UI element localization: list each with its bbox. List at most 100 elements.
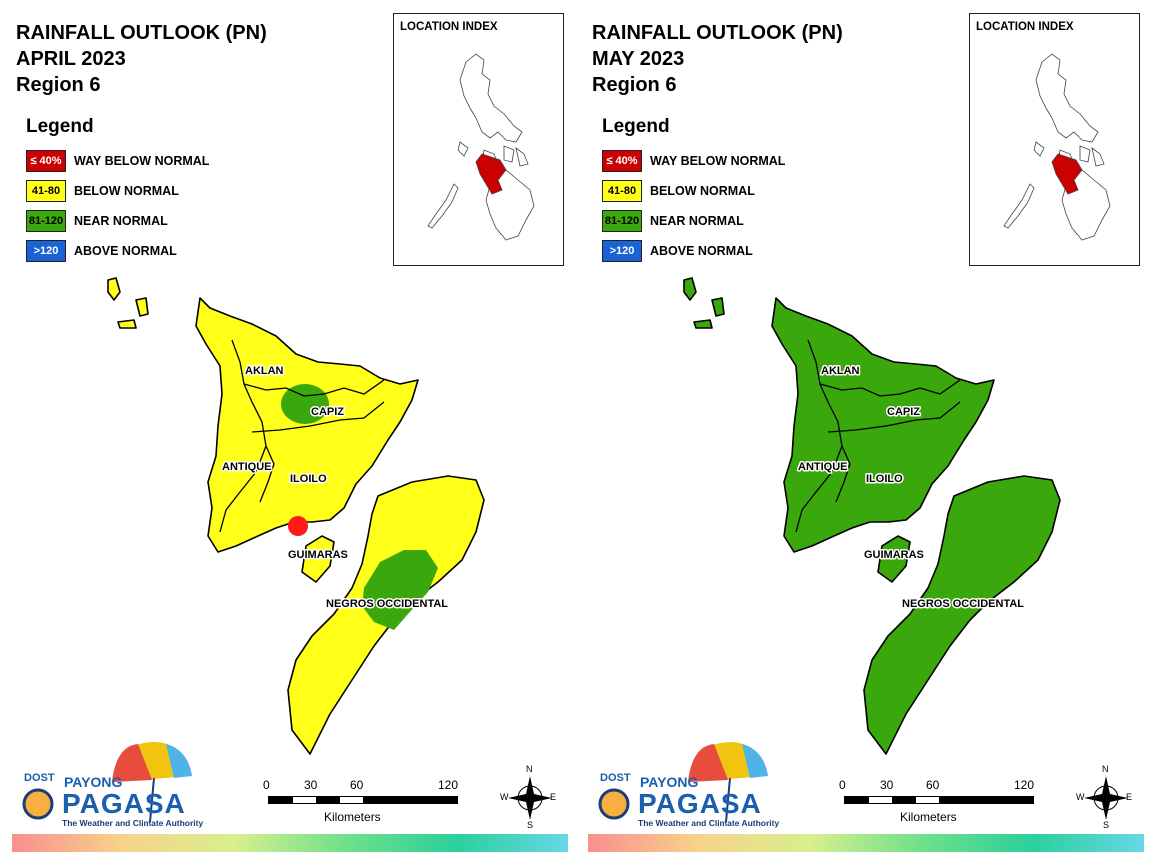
legend-swatch-green: 81-120 (26, 210, 66, 232)
compass-w: W (500, 792, 509, 802)
legend-item-way-below: ≤ 40% WAY BELOW NORMAL (602, 146, 785, 176)
compass-rose-icon: N E S W (500, 764, 560, 830)
legend: Legend ≤ 40% WAY BELOW NORMAL 41-80 BELO… (602, 116, 785, 266)
rainfall-map: AKLAN CAPIZ ANTIQUE ILOILO GUIMARAS NEGR… (683, 277, 1061, 755)
label-negros-occidental: NEGROS OCCIDENTAL (326, 598, 448, 610)
label-iloilo: ILOILO (866, 473, 903, 485)
legend-swatch-yellow: 41-80 (26, 180, 66, 202)
inset-title: LOCATION INDEX (400, 21, 498, 33)
legend-item-near: 81-120 NEAR NORMAL (26, 206, 209, 236)
legend-swatch-blue: >120 (26, 240, 66, 262)
scale-tick: 0 (839, 778, 846, 792)
logo-pagasa: PAGASA (638, 788, 762, 819)
label-capiz: CAPIZ (311, 406, 344, 418)
compass-n: N (1102, 764, 1109, 774)
legend-label: WAY BELOW NORMAL (650, 154, 786, 168)
island-north-2 (711, 297, 725, 317)
philippines-outline-map (1003, 53, 1111, 241)
umbrella-icon (598, 742, 768, 823)
title-line-1: RAINFALL OUTLOOK (PN) (16, 22, 267, 44)
compass-rose-icon: N E S W (1076, 764, 1136, 830)
legend-label: ABOVE NORMAL (650, 244, 753, 258)
scale-tick: 120 (438, 778, 459, 792)
compass-s: S (1103, 820, 1110, 830)
legend-label: ABOVE NORMAL (74, 244, 177, 258)
legend-item-near: 81-120 NEAR NORMAL (602, 206, 785, 236)
legend: Legend ≤ 40% WAY BELOW NORMAL 41-80 BELO… (26, 116, 209, 266)
legend-item-above: >120 ABOVE NORMAL (26, 236, 209, 266)
island-north-3 (117, 319, 137, 329)
label-capiz: CAPIZ (887, 406, 920, 418)
pagasa-logo: DOST PAYONG PAGASA The Weather and Clima… (592, 738, 792, 834)
logo-payong: PAYONG (64, 774, 123, 790)
map-title: RAINFALL OUTLOOK (PN) APRIL 2023 Region … (16, 20, 267, 98)
scale-unit: Kilometers (324, 810, 381, 824)
title-line-2: APRIL 2023 (16, 48, 126, 70)
island-north-1 (683, 277, 697, 301)
logo-tagline: The Weather and Climate Authority (638, 818, 780, 828)
label-guimaras: GUIMARAS (288, 549, 348, 561)
region-6-highlight (475, 153, 507, 195)
scale-tick: 60 (926, 778, 940, 792)
way-below-normal-area-iloilo (288, 516, 308, 536)
legend-swatch-red: ≤ 40% (26, 150, 66, 172)
scale-bar-graphic (268, 796, 458, 804)
label-aklan: AKLAN (245, 365, 284, 377)
location-index-inset: LOCATION INDEX (393, 13, 564, 266)
island-north-3 (693, 319, 713, 329)
logo-dost: DOST (24, 772, 55, 784)
gradient-strip (588, 834, 1144, 852)
island-north-2 (135, 297, 149, 317)
scale-tick: 60 (350, 778, 364, 792)
map-title: RAINFALL OUTLOOK (PN) MAY 2023 Region 6 (592, 20, 843, 98)
gradient-strip (12, 834, 568, 852)
negros-occidental (863, 475, 1061, 755)
logo-dost: DOST (600, 772, 631, 784)
logo-tagline: The Weather and Climate Authority (62, 818, 204, 828)
location-index-inset: LOCATION INDEX (969, 13, 1140, 266)
scale-bar: 0 30 60 120 Kilometers (258, 776, 468, 826)
inset-title: LOCATION INDEX (976, 21, 1074, 33)
map-panel-april: RAINFALL OUTLOOK (PN) APRIL 2023 Region … (12, 13, 568, 852)
scale-bar: 0 30 60 120 Kilometers (834, 776, 1044, 826)
label-guimaras: GUIMARAS (864, 549, 924, 561)
legend-label: BELOW NORMAL (650, 184, 755, 198)
pagasa-logo: DOST PAYONG PAGASA The Weather and Clima… (16, 738, 216, 834)
legend-label: BELOW NORMAL (74, 184, 179, 198)
scale-unit: Kilometers (900, 810, 957, 824)
label-antique: ANTIQUE (798, 461, 848, 473)
scale-tick: 30 (304, 778, 318, 792)
scale-tick: 0 (263, 778, 270, 792)
guimaras-island (877, 535, 911, 583)
compass-e: E (1126, 792, 1133, 802)
map-panel-may: RAINFALL OUTLOOK (PN) MAY 2023 Region 6 … (576, 0, 1152, 864)
rainfall-map: AKLAN CAPIZ ANTIQUE ILOILO GUIMARAS NEGR… (107, 277, 485, 755)
umbrella-icon (22, 742, 192, 823)
legend-swatch-red: ≤ 40% (602, 150, 642, 172)
compass-e: E (550, 792, 557, 802)
near-normal-area-negros (362, 550, 438, 630)
title-line-2: MAY 2023 (592, 48, 685, 70)
title-line-3: Region 6 (16, 74, 101, 96)
legend-label: NEAR NORMAL (650, 214, 744, 228)
legend-swatch-green: 81-120 (602, 210, 642, 232)
scale-bar-graphic (844, 796, 1034, 804)
label-negros-occidental: NEGROS OCCIDENTAL (902, 598, 1024, 610)
legend-item-below: 41-80 BELOW NORMAL (26, 176, 209, 206)
title-line-1: RAINFALL OUTLOOK (PN) (592, 22, 843, 44)
label-aklan: AKLAN (821, 365, 860, 377)
title-line-3: Region 6 (592, 74, 677, 96)
philippines-outline-map (427, 53, 535, 241)
label-iloilo: ILOILO (290, 473, 327, 485)
legend-label: WAY BELOW NORMAL (74, 154, 210, 168)
scale-tick: 30 (880, 778, 894, 792)
legend-item-way-below: ≤ 40% WAY BELOW NORMAL (26, 146, 209, 176)
scale-tick: 120 (1014, 778, 1035, 792)
legend-title: Legend (26, 116, 94, 137)
near-normal-area-capiz (281, 384, 329, 424)
logo-pagasa: PAGASA (62, 788, 186, 819)
legend-label: NEAR NORMAL (74, 214, 168, 228)
legend-item-below: 41-80 BELOW NORMAL (602, 176, 785, 206)
compass-n: N (526, 764, 533, 774)
island-north-1 (107, 277, 121, 301)
